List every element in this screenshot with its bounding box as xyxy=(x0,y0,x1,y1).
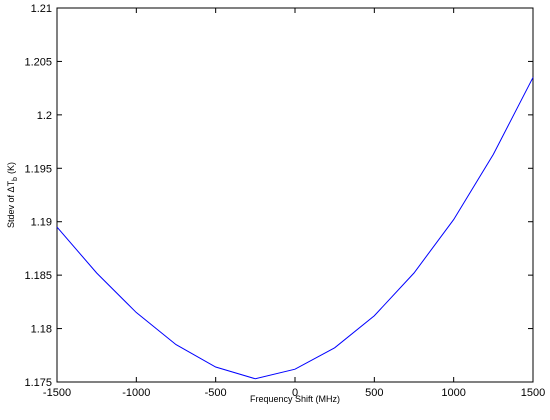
y-tick-label: 1.175 xyxy=(24,377,52,389)
x-tick-label: -500 xyxy=(205,387,227,399)
x-tick-label: 0 xyxy=(292,387,298,399)
plot-frame xyxy=(56,7,534,383)
y-tick-label: 1.205 xyxy=(24,56,52,68)
y-tick-label: 1.21 xyxy=(31,3,52,15)
line-series xyxy=(56,77,534,380)
y-tick-label: 1.18 xyxy=(31,324,52,336)
y-label-unit: (K) xyxy=(6,162,16,174)
x-tick-label: -1000 xyxy=(122,387,150,399)
y-label-text: Stdev of ΔT xyxy=(6,180,16,228)
y-axis-label: Stdev of ΔTb (K) xyxy=(6,162,19,228)
y-tick-label: 1.2 xyxy=(37,110,52,122)
x-axis-label: Frequency Shift (MHz) xyxy=(250,394,340,404)
x-tick-label: 1500 xyxy=(521,387,545,399)
x-tick-label: -1500 xyxy=(43,387,71,399)
y-tick-label: 1.195 xyxy=(24,163,52,175)
y-tick-label: 1.19 xyxy=(31,217,52,229)
y-label-subscript: b xyxy=(12,177,19,181)
y-tick-label: 1.185 xyxy=(24,270,52,282)
x-tick-label: 500 xyxy=(365,387,383,399)
x-tick-label: 1000 xyxy=(441,387,465,399)
